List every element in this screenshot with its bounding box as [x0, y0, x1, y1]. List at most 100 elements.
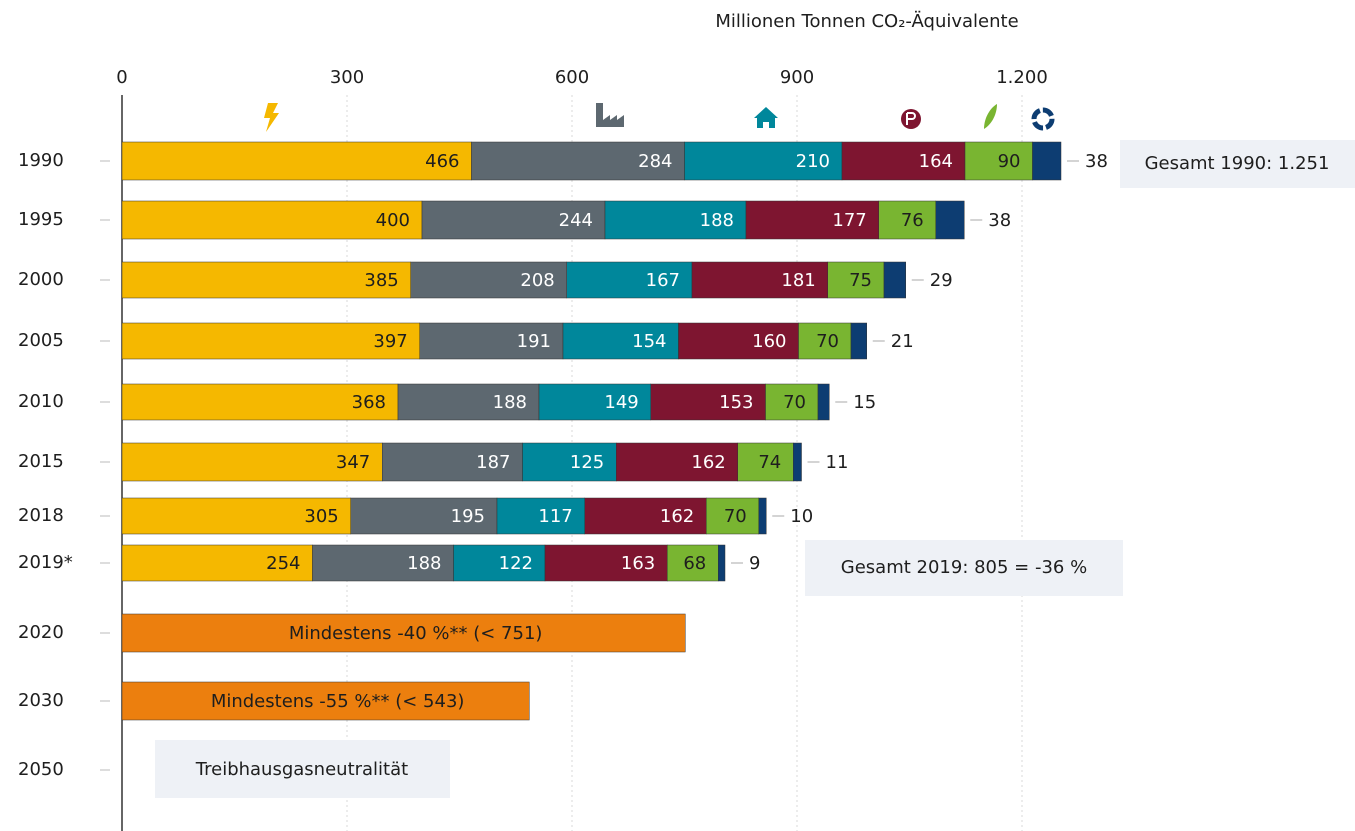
target-label: Mindestens -55 %** (< 543) [211, 691, 465, 712]
y-tick-label: 2000 [18, 269, 64, 290]
annotation: Treibhausgasneutralität [195, 759, 408, 780]
bar-segment [850, 322, 867, 360]
value-label: 70 [783, 392, 806, 413]
bar-segment [350, 497, 498, 535]
bar-segment [817, 383, 830, 421]
value-label: 208 [520, 270, 554, 291]
annotation-box [1120, 140, 1355, 188]
value-label: 162 [660, 506, 694, 527]
x-tick-label: 600 [555, 67, 589, 88]
value-label: 210 [796, 151, 830, 172]
bar-segment [793, 442, 802, 482]
bar-segment [684, 141, 843, 181]
value-label: 187 [476, 452, 510, 473]
value-label: 368 [352, 392, 386, 413]
value-label: 153 [719, 392, 753, 413]
value-label: 149 [604, 392, 638, 413]
value-label: 15 [853, 392, 876, 413]
bar-segment [566, 261, 693, 299]
bar-segment [650, 383, 766, 421]
bar-segment [758, 497, 767, 535]
bar-segment [935, 200, 965, 240]
value-label: 21 [891, 331, 914, 352]
value-label: 74 [758, 452, 781, 473]
bar-segment [121, 141, 472, 181]
value-label: 117 [538, 506, 572, 527]
bar-segment [667, 544, 719, 582]
value-label: 181 [781, 270, 815, 291]
y-tick-label: 2019* [18, 552, 73, 573]
y-tick-label: 2010 [18, 391, 64, 412]
value-label: 9 [749, 553, 760, 574]
x-tick-label: 900 [780, 67, 814, 88]
bar-segment [878, 200, 936, 240]
bar-segment [121, 200, 423, 240]
value-label: 162 [691, 452, 725, 473]
value-label: 122 [499, 553, 533, 574]
target-bar [121, 681, 530, 721]
value-label: 29 [930, 270, 953, 291]
value-label: 177 [832, 210, 866, 231]
y-tick-label: 2020 [18, 622, 64, 643]
value-label: 38 [988, 210, 1011, 231]
annotation-box [805, 540, 1123, 596]
bar-segment [496, 497, 585, 535]
bar-segment [121, 544, 313, 582]
value-label: 125 [570, 452, 604, 473]
bar-segment [678, 322, 799, 360]
value-label: 305 [304, 506, 338, 527]
value-label: 164 [919, 151, 953, 172]
bar-segment [964, 141, 1033, 181]
value-label: 188 [407, 553, 441, 574]
value-label: 188 [700, 210, 734, 231]
y-tick-label: 2015 [18, 451, 64, 472]
value-label: 70 [724, 506, 747, 527]
y-tick-label: 1990 [18, 150, 64, 171]
value-label: 68 [683, 553, 706, 574]
value-label: 385 [364, 270, 398, 291]
bar-segment [453, 544, 546, 582]
value-label: 347 [336, 452, 370, 473]
bar-segment [604, 200, 747, 240]
bar-segment [121, 497, 351, 535]
x-tick-label: 0 [116, 67, 127, 88]
annotation: Gesamt 1990: 1.251 [1145, 153, 1330, 174]
bar-segment [765, 383, 819, 421]
bar-segment [706, 497, 759, 535]
value-label: 38 [1085, 151, 1108, 172]
value-label: 10 [790, 506, 813, 527]
value-label: 160 [752, 331, 786, 352]
value-label: 195 [451, 506, 485, 527]
bar-segment [121, 261, 411, 299]
bar-segment [382, 442, 523, 482]
value-label: 163 [621, 553, 655, 574]
value-label: 90 [998, 151, 1021, 172]
value-label: 11 [826, 452, 849, 473]
x-tick-label: 300 [330, 67, 364, 88]
bar-segment [841, 141, 966, 181]
x-tick-label: 1.200 [996, 67, 1048, 88]
value-label: 466 [425, 151, 459, 172]
bar-segment [883, 261, 906, 299]
bar-segment [691, 261, 828, 299]
bar-segment [737, 442, 794, 482]
value-label: 284 [638, 151, 672, 172]
bar-segment [544, 544, 668, 582]
y-tick-label: 2030 [18, 690, 64, 711]
target-label: Mindestens -40 %** (< 751) [289, 623, 543, 644]
bar-segment [471, 141, 685, 181]
value-label: 254 [266, 553, 300, 574]
sector-icons [264, 103, 1055, 132]
annotation-box [155, 740, 450, 798]
bar-segment [1032, 141, 1062, 181]
value-label: 75 [849, 270, 872, 291]
industry-icon [596, 103, 624, 127]
bar-segment [312, 544, 454, 582]
bar-segment [421, 200, 606, 240]
waste-icon [1031, 107, 1055, 131]
value-label: 400 [376, 210, 410, 231]
value-label: 70 [816, 331, 839, 352]
bar-segment [397, 383, 540, 421]
bar-segment [584, 497, 707, 535]
value-label: 76 [901, 210, 924, 231]
